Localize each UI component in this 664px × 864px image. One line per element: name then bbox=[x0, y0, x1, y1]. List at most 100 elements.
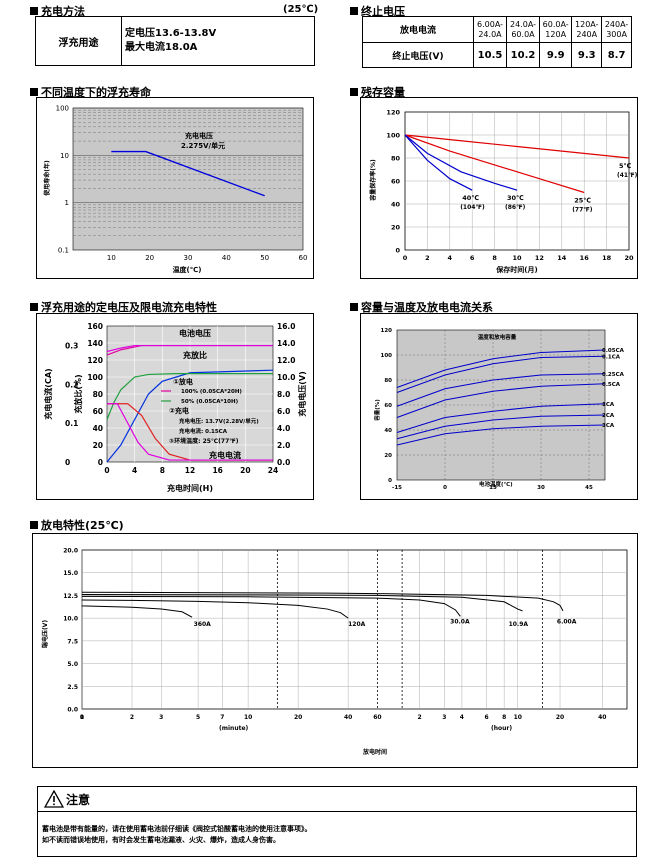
ct-series-label: 2CA bbox=[602, 413, 615, 419]
rc-xlabel: 保存时间(月) bbox=[495, 265, 537, 274]
fc-xtick: 8 bbox=[160, 466, 165, 475]
fc-y1label: 充电电流(CA) bbox=[43, 368, 53, 419]
float-use-label: 浮充用途 bbox=[35, 16, 122, 66]
discharge-chart: 20.0 15.0 12.5 10.0 7.5 5.0 2.5 0.0 0 1 2 3 5 7 10 20 4… bbox=[32, 533, 638, 768]
fc-y2label: 充放比(%) bbox=[73, 374, 83, 413]
warning-icon bbox=[44, 790, 64, 808]
dc-xtick-hr: 20 bbox=[556, 714, 564, 721]
fl-xtick: 40 bbox=[222, 254, 231, 262]
fl-xtick: 60 bbox=[299, 254, 308, 262]
fc-v-tick: 4.0 bbox=[277, 424, 290, 433]
fc-legend-c3: ③环境温度: 25℃(77℉) bbox=[169, 437, 239, 445]
residual-svg: 120 100 80 60 40 20 0 0 2 4 6 8 10 12 14 16 18 20 5℃ (41℉… bbox=[369, 109, 638, 275]
rc-xtick: 10 bbox=[512, 254, 522, 262]
charging-max-current: 最大电流18.0A bbox=[125, 42, 198, 53]
charging-temp: (25℃) bbox=[283, 4, 319, 15]
dc-xtick-min: 0 bbox=[80, 714, 84, 721]
rc-xtick: 12 bbox=[535, 254, 544, 262]
current-range-4: 120A-240A bbox=[571, 16, 603, 43]
caution-title: 注意 bbox=[66, 793, 91, 807]
fc-pct-tick: 120 bbox=[87, 356, 103, 365]
fc-ca-tick: 0 bbox=[65, 458, 70, 467]
rc-series-line bbox=[404, 134, 630, 159]
dc-xtick-hr: 3 bbox=[442, 714, 446, 721]
fc-pct-tick: 160 bbox=[87, 322, 103, 331]
rc-xtick: 16 bbox=[580, 254, 590, 262]
ct-ytick: 100 bbox=[381, 353, 393, 359]
dc-xtick-min: 7 bbox=[220, 714, 224, 721]
dc-curve-label: 30.0A bbox=[450, 618, 470, 625]
dc-xtick-hr: 40 bbox=[598, 714, 606, 721]
rc-ytick: 40 bbox=[391, 201, 401, 209]
ct-series-line bbox=[396, 403, 606, 433]
charging-method-title: 充电方法 bbox=[30, 3, 85, 19]
fl-ytick: 100 bbox=[56, 105, 69, 113]
ct-xtick: 30 bbox=[537, 485, 545, 491]
fc-pct-tick: 20 bbox=[93, 441, 103, 450]
rc-series-sub: (77℉) bbox=[572, 207, 593, 214]
fc-v-tick: 14.0 bbox=[277, 339, 296, 348]
ct-series-label: 3CA bbox=[602, 423, 615, 429]
fc-pct-tick: 40 bbox=[93, 424, 103, 433]
fc-pct-tick: 60 bbox=[93, 407, 103, 416]
dc-xtick-min: 3 bbox=[159, 714, 163, 721]
fc-legend-d2: 50% (0.05CA*10H) bbox=[181, 399, 239, 405]
caution-line-1: 蓄电池是带有能量的，请在使用蓄电池前仔细读《阀控式铅酸蓄电池的使用注意事项》。 bbox=[42, 825, 312, 833]
voltage-4: 9.3 bbox=[571, 42, 603, 68]
current-range-1: 6.00A-24.0A bbox=[473, 16, 507, 43]
dc-unit-minute: (minute) bbox=[219, 725, 249, 732]
voltage-3: 9.9 bbox=[538, 42, 573, 68]
fc-v-tick: 6.0 bbox=[277, 407, 290, 416]
capacity-temp-chart: 120 100 80 60 40 20 0 -15 0 15 30 45 0.05CA 0.1CA 0.… bbox=[360, 313, 638, 500]
dc-curve bbox=[81, 599, 349, 619]
rc-ytick: 20 bbox=[391, 224, 401, 232]
ct-xtick: 0 bbox=[443, 485, 447, 491]
fl-xtick: 20 bbox=[145, 254, 154, 262]
end-voltage-title: 终止电压 bbox=[350, 3, 405, 19]
fl-xtick: 30 bbox=[184, 254, 193, 262]
fc-xtick: 12 bbox=[185, 466, 195, 475]
dc-curve-label: 6.00A bbox=[557, 618, 577, 625]
fc-legend-d1: 100% (0.05CA*20H) bbox=[181, 389, 242, 395]
fc-v-tick: 8.0 bbox=[277, 390, 290, 399]
fl-ytick: 0.1 bbox=[58, 247, 69, 255]
rc-series-sub: (104℉) bbox=[460, 204, 485, 211]
charging-spec: 定电压13.6-13.8V 最大电流18.0A bbox=[121, 16, 315, 66]
current-range-3: 60.0A-120A bbox=[538, 16, 573, 43]
current-range-2: 24.0A-60.0A bbox=[506, 16, 540, 43]
ct-ytick: 60 bbox=[384, 403, 392, 409]
fl-ylabel: 使用寿命(年) bbox=[43, 160, 51, 197]
ct-chart-title: 温度和放电容量 bbox=[478, 333, 517, 341]
dc-xtick-min: 60 bbox=[373, 714, 381, 721]
fl-xtick: 10 bbox=[107, 254, 116, 262]
fl-ytick: 10 bbox=[60, 152, 69, 160]
ct-series-line bbox=[396, 355, 606, 393]
dc-curve-label: 120A bbox=[348, 621, 366, 628]
fc-ca-tick: 0.3 bbox=[65, 341, 78, 350]
end-voltage-label: 终止电压(V) bbox=[362, 42, 474, 68]
current-range-5: 240A-300A bbox=[601, 16, 632, 43]
voltage-1: 10.5 bbox=[473, 42, 507, 68]
rc-series-sub: (41℉) bbox=[617, 172, 637, 179]
fc-legend-discharge: ①放电 bbox=[173, 377, 193, 386]
charging-voltage: 定电压13.6-13.8V bbox=[125, 28, 217, 39]
rc-ylabel: 容量保存率(%) bbox=[369, 159, 377, 202]
ct-xtick: -15 bbox=[392, 485, 402, 491]
dc-curve-label: 10.9A bbox=[509, 621, 529, 628]
caution-body: 蓄电池是带有能量的，请在使用蓄电池前仔细读《阀控式铅酸蓄电池的使用注意事项》。 … bbox=[37, 810, 637, 857]
fc-legend: ①放电 100% (0.05CA*20H) 50% (0.05CA*10H) ②… bbox=[161, 377, 259, 445]
dc-ytick: 20.0 bbox=[63, 548, 78, 555]
charging-method-table: 浮充用途 定电压13.6-13.8V 最大电流18.0A bbox=[35, 16, 315, 66]
rc-series-label: 30℃ bbox=[507, 194, 524, 202]
fc-v-tick: 16.0 bbox=[277, 322, 296, 331]
dc-ytick: 10.0 bbox=[63, 616, 78, 623]
dc-xtick-min: 20 bbox=[294, 714, 302, 721]
ct-ytick: 0 bbox=[388, 478, 392, 484]
rc-ytick: 100 bbox=[386, 132, 400, 140]
fc-pct-tick: 100 bbox=[87, 373, 103, 382]
ct-series-label: 0.25CA bbox=[602, 372, 625, 378]
fl-xtick: 50 bbox=[260, 254, 269, 262]
fc-y3label: 充电电压(V) bbox=[297, 371, 307, 417]
fc-xlabel: 充电时间(H) bbox=[167, 483, 213, 493]
